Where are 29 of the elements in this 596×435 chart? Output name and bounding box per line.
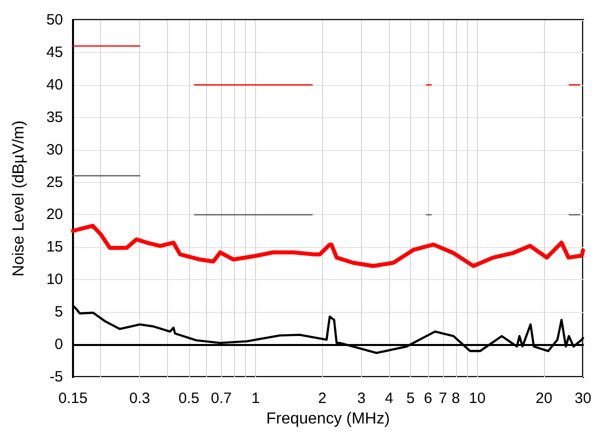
- y-tick-label: 45: [46, 44, 63, 61]
- x-tick-label: 8: [452, 390, 460, 407]
- y-tick-label: 10: [46, 271, 63, 288]
- y-tick-label: 5: [54, 304, 63, 321]
- x-tick-label: 6: [424, 390, 432, 407]
- x-axis-title: Frequency (MHz): [266, 410, 390, 428]
- x-tick-label: 3: [357, 390, 366, 407]
- x-tick-label: 0.5: [178, 390, 200, 407]
- x-tick-label: 4: [384, 390, 394, 407]
- y-tick-label: 40: [46, 76, 63, 94]
- x-tick-label: 5: [406, 390, 415, 407]
- x-tick-label: 7: [438, 390, 448, 407]
- x-tick-label: 0.7: [210, 390, 232, 407]
- x-tick-label: 0.3: [129, 390, 150, 407]
- y-tick-label: 30: [46, 141, 63, 158]
- x-tick-label: 10: [468, 390, 486, 407]
- y-axis-title: Noise Level (dBµV/m): [10, 120, 28, 276]
- x-tick-label: 1: [251, 390, 260, 407]
- y-tick-label: 25: [46, 174, 63, 191]
- x-tick-label: 0.15: [58, 390, 88, 407]
- x-tick-label: 2: [318, 390, 327, 407]
- y-tick-label: 15: [46, 238, 63, 256]
- y-tick-label: -5: [50, 368, 63, 386]
- x-tick-label: 20: [536, 390, 552, 407]
- y-tick-label: 35: [46, 108, 63, 126]
- y-tick-label: 50: [46, 12, 63, 28]
- y-tick-label: 20: [46, 206, 63, 224]
- x-tick-label: 30: [574, 390, 592, 407]
- y-tick-label: 0: [54, 336, 63, 354]
